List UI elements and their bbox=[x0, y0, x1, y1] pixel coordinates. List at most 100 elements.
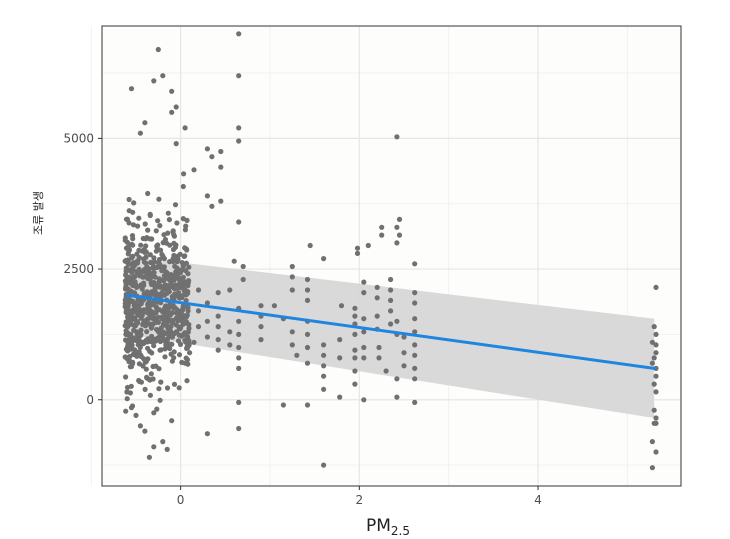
data-point bbox=[125, 251, 131, 257]
data-point bbox=[388, 321, 394, 327]
data-point bbox=[128, 288, 134, 294]
data-point bbox=[215, 324, 221, 330]
data-point bbox=[141, 259, 147, 265]
data-point bbox=[155, 218, 161, 224]
data-point bbox=[304, 344, 311, 351]
data-point bbox=[184, 378, 190, 384]
y-axis-title: 조류 발생 bbox=[32, 191, 45, 235]
data-point bbox=[180, 305, 186, 311]
data-point bbox=[151, 410, 157, 416]
data-point bbox=[182, 227, 188, 233]
data-point bbox=[215, 337, 221, 343]
data-point bbox=[134, 303, 140, 309]
data-point bbox=[126, 196, 132, 203]
data-point bbox=[653, 350, 659, 356]
data-point bbox=[236, 73, 242, 79]
data-point bbox=[128, 308, 134, 314]
data-point bbox=[142, 221, 148, 227]
data-point bbox=[122, 237, 128, 243]
data-point bbox=[195, 287, 202, 293]
data-point bbox=[142, 428, 148, 434]
data-point bbox=[182, 125, 188, 131]
data-point bbox=[135, 338, 141, 344]
data-point bbox=[185, 329, 191, 335]
data-point bbox=[396, 232, 403, 238]
x-tick-label: 4 bbox=[534, 493, 542, 507]
data-point bbox=[352, 347, 358, 353]
data-point bbox=[151, 255, 157, 261]
data-point bbox=[125, 244, 131, 250]
data-point bbox=[163, 342, 169, 348]
data-point bbox=[164, 337, 170, 343]
data-point bbox=[153, 310, 159, 316]
data-point bbox=[321, 462, 327, 468]
data-point bbox=[179, 260, 185, 266]
data-point bbox=[148, 371, 154, 377]
data-point bbox=[124, 389, 130, 395]
data-point bbox=[136, 215, 142, 221]
x-tick-label: 2 bbox=[356, 493, 364, 507]
data-point bbox=[153, 248, 159, 254]
data-point bbox=[352, 381, 358, 387]
data-point bbox=[412, 352, 418, 358]
data-point bbox=[653, 342, 659, 348]
data-point bbox=[321, 386, 327, 392]
data-point bbox=[129, 339, 135, 345]
data-point bbox=[321, 256, 327, 262]
data-point bbox=[379, 232, 385, 238]
data-point bbox=[352, 355, 358, 361]
data-point bbox=[179, 294, 185, 301]
data-point bbox=[236, 125, 242, 131]
data-point bbox=[144, 374, 150, 380]
data-point bbox=[184, 345, 190, 351]
data-point bbox=[394, 224, 400, 230]
data-point bbox=[133, 412, 139, 418]
data-point bbox=[171, 331, 177, 337]
data-point bbox=[394, 134, 400, 140]
data-point bbox=[215, 290, 221, 296]
data-point bbox=[160, 73, 166, 79]
data-point bbox=[280, 402, 286, 408]
data-point bbox=[161, 278, 167, 284]
data-point bbox=[321, 342, 327, 348]
data-point bbox=[134, 309, 140, 315]
data-point bbox=[125, 315, 131, 321]
data-point bbox=[394, 376, 400, 382]
data-point bbox=[171, 240, 177, 246]
data-point bbox=[158, 379, 164, 385]
data-point bbox=[123, 272, 129, 278]
data-point bbox=[122, 286, 129, 292]
data-point bbox=[649, 360, 656, 366]
data-point bbox=[131, 263, 138, 269]
data-point bbox=[365, 242, 371, 249]
data-point bbox=[289, 274, 295, 280]
data-point bbox=[134, 251, 140, 257]
data-point bbox=[204, 334, 210, 340]
data-point bbox=[166, 289, 172, 295]
data-point bbox=[158, 347, 164, 353]
data-point bbox=[172, 244, 178, 250]
data-point bbox=[177, 280, 183, 286]
data-point bbox=[169, 109, 175, 115]
data-point bbox=[361, 397, 367, 403]
data-point bbox=[164, 285, 171, 291]
data-point bbox=[131, 200, 137, 206]
data-point bbox=[215, 313, 221, 319]
data-point bbox=[379, 224, 385, 230]
data-point bbox=[130, 253, 136, 259]
data-point bbox=[148, 339, 155, 345]
data-point bbox=[148, 259, 154, 266]
data-point bbox=[169, 341, 175, 347]
data-point bbox=[361, 329, 367, 335]
data-point bbox=[169, 418, 175, 424]
data-point bbox=[160, 337, 166, 343]
data-point bbox=[304, 331, 311, 337]
data-point bbox=[337, 355, 343, 361]
data-point bbox=[170, 318, 176, 324]
data-point bbox=[128, 383, 134, 389]
data-point bbox=[653, 284, 659, 290]
x-axis-title: PM2.5 bbox=[366, 516, 410, 538]
data-point bbox=[156, 386, 162, 392]
data-point bbox=[169, 88, 175, 94]
data-point bbox=[383, 368, 389, 374]
